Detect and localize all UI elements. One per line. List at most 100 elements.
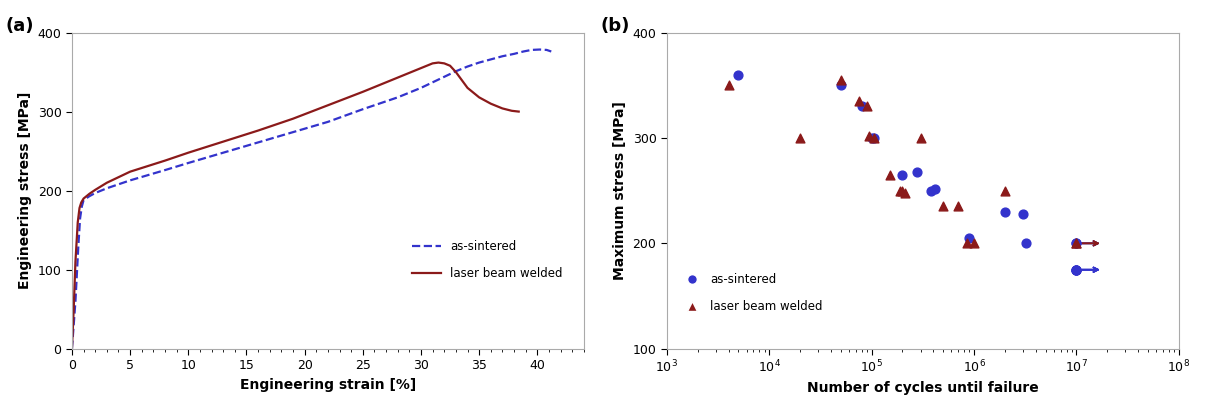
laser beam welded	[505, 108, 519, 113]
laser beam welded	[72, 206, 87, 211]
Point	[926, 185, 945, 192]
as-sintered	[68, 299, 82, 304]
laser beam welded	[495, 106, 509, 111]
as-sintered	[82, 194, 97, 199]
Point	[1067, 240, 1086, 247]
laser beam welded	[390, 75, 404, 80]
Line: laser beam welded: laser beam welded	[72, 63, 519, 349]
laser beam welded	[66, 307, 81, 312]
as-sintered	[517, 49, 531, 54]
Point	[1067, 240, 1086, 247]
as-sintered	[286, 130, 301, 135]
Point	[893, 171, 912, 178]
Point	[896, 190, 915, 196]
laser beam welded	[356, 89, 371, 94]
Point	[832, 82, 851, 89]
Point	[891, 187, 910, 194]
as-sintered	[540, 47, 554, 52]
as-sintered	[460, 64, 474, 69]
as-sintered	[71, 243, 86, 248]
laser beam welded	[65, 346, 80, 351]
as-sintered	[251, 140, 266, 145]
Point	[857, 103, 876, 110]
Point	[1067, 267, 1086, 273]
laser beam welded	[449, 70, 463, 75]
Point	[1016, 240, 1036, 247]
Point	[719, 82, 739, 89]
Point	[957, 240, 976, 247]
laser beam welded	[425, 61, 439, 66]
laser beam welded	[443, 63, 457, 68]
laser beam welded	[76, 196, 91, 201]
as-sintered	[449, 69, 463, 74]
laser beam welded	[82, 191, 97, 196]
laser beam welded	[431, 60, 445, 65]
as-sintered	[72, 216, 87, 221]
X-axis label: Number of cycles until failure: Number of cycles until failure	[807, 382, 1039, 396]
Point	[960, 235, 979, 241]
as-sintered	[158, 168, 173, 173]
laser beam welded	[472, 95, 486, 100]
as-sintered	[356, 107, 371, 112]
laser beam welded	[484, 101, 498, 106]
Point	[852, 103, 871, 110]
as-sintered	[321, 119, 336, 124]
Point	[908, 169, 927, 175]
as-sintered	[100, 186, 115, 191]
laser beam welded	[512, 109, 526, 114]
Point	[1067, 267, 1086, 273]
as-sintered	[123, 178, 138, 183]
laser beam welded	[74, 200, 88, 205]
laser beam welded	[181, 150, 196, 155]
as-sintered	[216, 150, 231, 155]
as-sintered	[88, 190, 103, 195]
Text: (b): (b)	[600, 17, 630, 35]
as-sintered	[437, 74, 451, 79]
Point	[1067, 240, 1086, 247]
laser beam welded	[251, 128, 266, 133]
Point	[729, 71, 748, 78]
laser beam welded	[88, 187, 103, 192]
Point	[921, 187, 940, 194]
as-sintered	[524, 47, 538, 52]
Y-axis label: Engineering stress [MPa]: Engineering stress [MPa]	[18, 92, 33, 289]
Point	[933, 203, 952, 210]
X-axis label: Engineering strain [%]: Engineering strain [%]	[240, 378, 416, 392]
laser beam welded	[123, 169, 138, 174]
Point	[949, 203, 968, 210]
as-sintered	[495, 54, 509, 59]
Legend: as-sintered, laser beam welded: as-sintered, laser beam welded	[407, 235, 567, 285]
Point	[832, 77, 851, 83]
laser beam welded	[437, 61, 451, 66]
laser beam welded	[455, 77, 470, 82]
Point	[1013, 211, 1032, 217]
as-sintered	[414, 85, 428, 90]
laser beam welded	[158, 158, 173, 163]
Y-axis label: Maximum stress [MPa]: Maximum stress [MPa]	[613, 101, 628, 280]
Point	[1067, 267, 1086, 273]
laser beam welded	[68, 259, 82, 264]
Point	[864, 135, 884, 141]
Point	[880, 171, 899, 178]
laser beam welded	[286, 116, 301, 121]
as-sintered	[425, 80, 439, 85]
Point	[1067, 240, 1086, 247]
Point	[893, 187, 912, 194]
Point	[964, 240, 984, 247]
as-sintered	[507, 52, 521, 56]
Point	[996, 187, 1015, 194]
Legend: as-sintered, laser beam welded: as-sintered, laser beam welded	[678, 268, 827, 318]
as-sintered	[472, 60, 486, 65]
Point	[911, 135, 931, 141]
as-sintered	[532, 47, 547, 52]
Point	[791, 135, 810, 141]
Point	[1067, 267, 1086, 273]
as-sintered	[181, 161, 196, 166]
Point	[862, 135, 881, 141]
Line: as-sintered: as-sintered	[72, 49, 552, 349]
as-sintered	[76, 198, 91, 203]
laser beam welded	[216, 139, 231, 144]
laser beam welded	[420, 63, 435, 68]
laser beam welded	[460, 85, 474, 90]
laser beam welded	[100, 180, 115, 185]
